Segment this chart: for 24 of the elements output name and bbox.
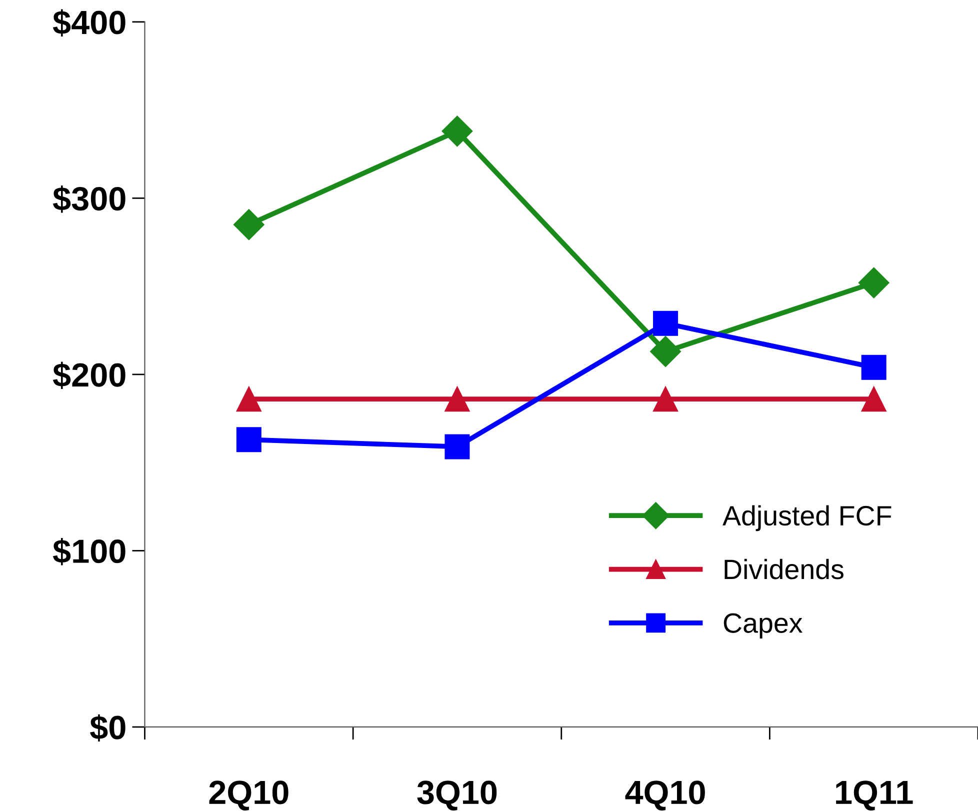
point	[444, 434, 470, 460]
point	[861, 354, 886, 380]
point	[858, 267, 890, 298]
legend-label: Dividends	[724, 558, 844, 580]
point	[442, 116, 473, 147]
legend-label: Adjusted FCF	[722, 505, 892, 532]
point	[653, 310, 678, 336]
point	[861, 386, 886, 412]
y-tick-label: $400	[52, 9, 126, 36]
point	[236, 427, 262, 452]
point	[444, 386, 470, 412]
x-tick-label: 3Q10	[417, 780, 497, 810]
x-tick-label: 4Q10	[625, 780, 705, 810]
point	[650, 336, 681, 367]
point	[233, 209, 264, 240]
y-tick-label: $100	[52, 538, 126, 566]
y-tick-label: $0	[90, 714, 126, 742]
y-tick-label: $300	[52, 186, 126, 213]
legend-label: Capex	[724, 613, 802, 638]
y-tick-label: $200	[52, 362, 126, 389]
point	[236, 386, 262, 412]
x-tick-label: 1Q11	[836, 780, 913, 810]
x-tick-label: 2Q10	[209, 780, 288, 810]
point	[653, 386, 678, 412]
